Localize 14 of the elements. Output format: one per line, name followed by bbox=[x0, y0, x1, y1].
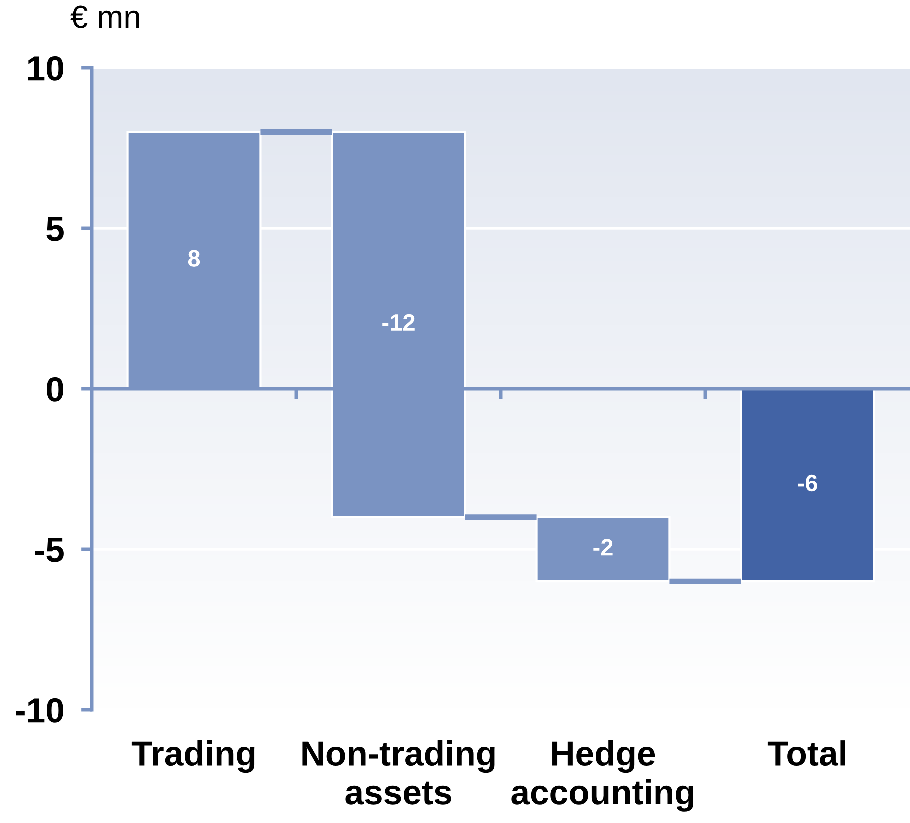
y-tick-label: -10 bbox=[16, 698, 64, 723]
y-axis-title: € mn bbox=[70, 6, 140, 28]
y-tick-label: 0 bbox=[46, 377, 64, 402]
y-tick-label: 5 bbox=[46, 217, 64, 242]
x-tick-label: Total bbox=[768, 740, 846, 766]
y-tick-label: -5 bbox=[35, 538, 64, 562]
data-label: 8 bbox=[188, 250, 200, 267]
data-label: -12 bbox=[382, 314, 415, 331]
x-tick-label: Hedge accounting bbox=[512, 740, 694, 812]
y-tick-label: 10 bbox=[28, 56, 64, 81]
data-label: -6 bbox=[798, 474, 818, 492]
x-tick-label: Non-trading assets bbox=[302, 740, 495, 805]
data-label: -2 bbox=[594, 539, 613, 556]
x-tick-label: Trading bbox=[132, 740, 255, 774]
